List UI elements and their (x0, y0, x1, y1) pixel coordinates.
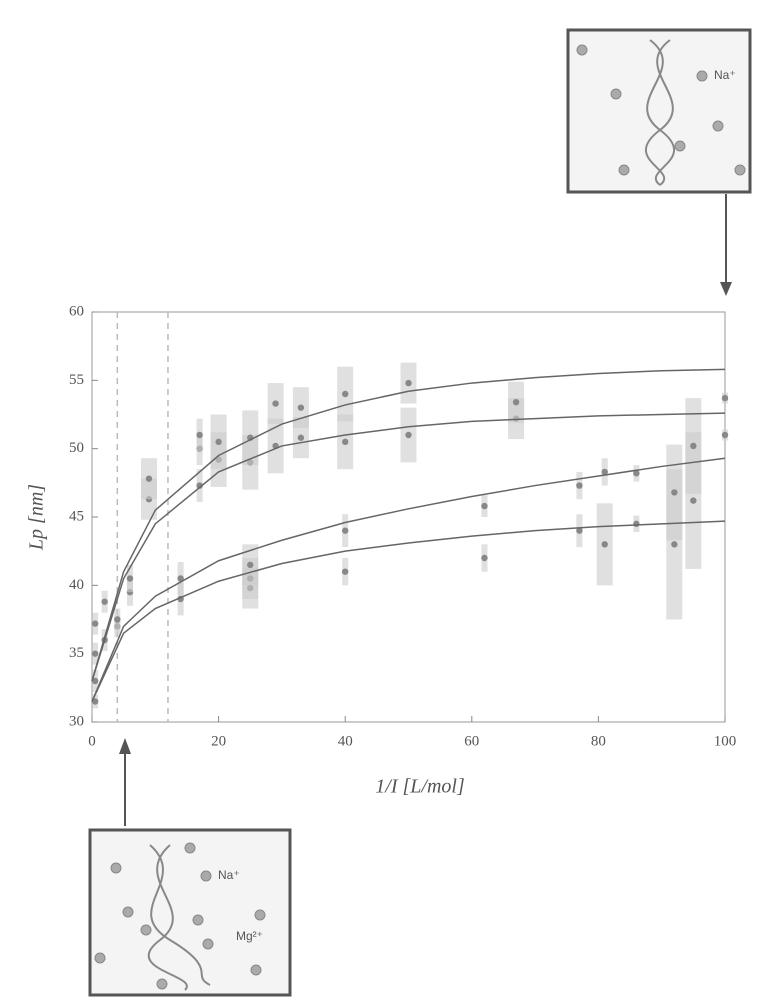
x-tick-label: 100 (714, 733, 737, 749)
data-point (215, 438, 222, 446)
inset-frame (566, 28, 752, 194)
data-point (196, 482, 203, 489)
y-tick-label: 50 (69, 440, 84, 456)
x-tick-label: 40 (338, 733, 353, 749)
data-point (342, 568, 349, 575)
data-point (91, 677, 99, 685)
data-point (145, 475, 153, 482)
fit-curve (91, 520, 726, 702)
data-point (601, 468, 608, 476)
data-point (114, 616, 121, 623)
data-point (91, 620, 99, 627)
data-point (101, 598, 108, 605)
ions (94, 842, 266, 990)
inset-na-mg: Na⁺ Mg²⁺ (88, 828, 292, 997)
data-point (91, 650, 99, 657)
ion-label: Mg²⁺ (236, 929, 263, 943)
data-point (671, 489, 678, 496)
fit-curve (91, 368, 726, 682)
y-tick-label: 35 (69, 645, 84, 661)
data-point (633, 470, 640, 477)
arrow-head (119, 738, 131, 754)
y-tick-label: 40 (69, 577, 84, 593)
y-axis-label: Lp [nm] (26, 484, 48, 551)
data-point (512, 399, 520, 406)
data-point (342, 390, 349, 398)
ion-label: Na⁺ (218, 868, 240, 882)
x-tick-label: 0 (88, 733, 96, 749)
dna-helix (147, 844, 188, 991)
y-tick-label: 45 (69, 508, 84, 524)
data-point (297, 434, 305, 441)
dna-helix (644, 39, 674, 186)
data-point (342, 438, 349, 446)
data-point (721, 394, 729, 402)
data-point (196, 431, 203, 439)
x-tick-label: 80 (591, 733, 606, 749)
data-point (405, 379, 412, 387)
dna-helix (149, 844, 211, 986)
x-tick-label: 20 (211, 733, 226, 749)
y-tick-label: 60 (69, 303, 84, 319)
data-point (297, 404, 305, 411)
ion-label: Na⁺ (714, 68, 736, 82)
data-point (690, 497, 697, 504)
data-point (405, 431, 412, 439)
x-tick-label: 60 (464, 733, 479, 749)
data-point (633, 520, 640, 528)
y-tick-label: 30 (69, 713, 84, 729)
data-point (481, 502, 488, 510)
data-point (576, 482, 583, 489)
ions (576, 44, 746, 176)
data-point (177, 575, 184, 582)
data-point (272, 400, 279, 407)
fit-curve (91, 412, 726, 682)
data-point (721, 431, 729, 439)
data-point (481, 554, 488, 562)
y-tick-label: 55 (69, 372, 84, 388)
fit-curve (91, 457, 726, 702)
inset-na: Na⁺ (566, 28, 752, 194)
data-point (601, 541, 608, 548)
data-point (342, 527, 349, 534)
data-point (690, 442, 697, 450)
x-axis-label: 1/I [L/mol] (375, 776, 464, 798)
data-point (126, 575, 134, 582)
arrow-head (720, 282, 732, 296)
data-point (576, 527, 583, 534)
data-point (671, 541, 678, 548)
data-point (247, 561, 254, 569)
